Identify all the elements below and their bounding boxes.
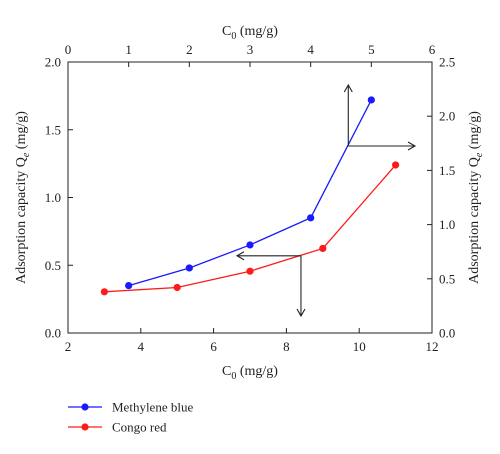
top-axis-title: C0 (mg/g)	[222, 24, 278, 42]
left-tick-label: 0.5	[45, 258, 61, 273]
axis-ticks: 2 4 6 8 10 120 1 2 3 4 5 60.00.51.01.52.00.00.51.01…	[45, 42, 456, 354]
top-tick-label: 3	[247, 42, 254, 57]
plot-area	[67, 61, 433, 334]
plot-frame	[67, 61, 433, 334]
left-tick-label: 2.0	[45, 55, 61, 70]
methylene-blue-point	[367, 96, 375, 104]
bottom-tick-label: 2	[65, 339, 72, 354]
congo-red-point	[319, 244, 327, 253]
arrow-to-left-axis-head	[235, 251, 245, 261]
top-tick-label: 1	[125, 42, 132, 57]
methylene-blue-point	[185, 264, 193, 272]
congo-red-point	[392, 161, 400, 169]
left-tick-label: 0.0	[45, 326, 61, 341]
bottom-tick-label: 8	[283, 339, 290, 354]
top-tick-label: 0	[65, 42, 72, 57]
top-tick-label: 6	[429, 42, 436, 57]
right-tick-label: 1.5	[439, 163, 455, 178]
right-axis-title: Adsorption capacity Qe (mg/g)	[467, 111, 485, 284]
legend-methylene-blue-label: Methylene blue	[112, 400, 193, 415]
congo-red-point	[100, 288, 108, 296]
methylene-blue-point	[246, 241, 254, 249]
left-tick-label: 1.5	[45, 122, 61, 137]
methylene-blue-line	[128, 99, 372, 287]
congo-red-point	[173, 283, 181, 292]
bottom-tick-label: 10	[353, 339, 366, 354]
left-tick-label: 1.0	[45, 190, 61, 205]
legend: Methylene blue Congo red	[68, 400, 193, 435]
bottom-tick-label: 6	[210, 339, 217, 354]
arrow-to-right-axis-head	[407, 141, 417, 151]
bottom-axis-title: C0 (mg/g)	[222, 364, 278, 382]
arrow-to-top-axis-head	[343, 83, 353, 93]
right-tick-label: 0.5	[439, 271, 455, 286]
top-tick-label: 5	[368, 42, 375, 57]
right-tick-label: 0.0	[439, 326, 455, 341]
data-series	[100, 96, 400, 296]
right-tick-label: 2.0	[439, 109, 455, 124]
top-tick-label: 2	[186, 42, 193, 57]
methylene-blue-point	[125, 281, 133, 290]
bottom-tick-label: 4	[138, 339, 145, 354]
annotation-arrows	[235, 83, 417, 318]
arrow-to-bottom-axis-head	[296, 308, 306, 318]
legend-congo-red-label: Congo red	[112, 420, 167, 435]
legend-methylene-blue-marker	[81, 403, 89, 411]
bottom-tick-label: 12	[426, 339, 439, 354]
legend-congo-red-marker	[81, 423, 89, 431]
left-axis-title: Adsorption capacity Qe (mg/g)	[14, 111, 32, 284]
congo-red-point	[246, 267, 254, 275]
right-tick-label: 1.0	[439, 217, 455, 232]
top-tick-label: 4	[307, 42, 314, 57]
methylene-blue-point	[307, 214, 315, 222]
right-tick-label: 2.5	[439, 55, 455, 70]
